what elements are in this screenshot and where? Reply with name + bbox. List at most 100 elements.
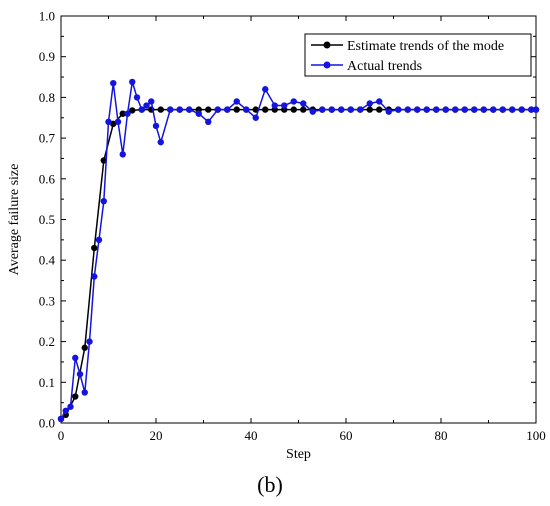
x-tick-label: 40 xyxy=(245,428,258,443)
data-point xyxy=(72,393,79,400)
data-point xyxy=(129,78,136,86)
data-point xyxy=(395,106,402,113)
legend-marker-actual xyxy=(323,61,331,69)
series-layer xyxy=(57,78,540,423)
data-point xyxy=(471,106,478,113)
data-point xyxy=(366,106,373,113)
data-point xyxy=(214,106,221,113)
data-point xyxy=(233,98,240,105)
data-point xyxy=(376,106,383,113)
data-point xyxy=(290,106,297,113)
x-axis-title: Step xyxy=(286,447,311,462)
data-point xyxy=(233,106,240,113)
data-point xyxy=(528,106,535,113)
data-point xyxy=(76,370,84,378)
data-point xyxy=(328,106,335,113)
data-point xyxy=(376,98,383,105)
data-point xyxy=(86,338,93,345)
data-point xyxy=(414,106,421,113)
data-point xyxy=(57,415,65,423)
y-tick-label: 0.7 xyxy=(39,131,56,146)
data-point xyxy=(480,106,487,113)
data-point xyxy=(271,102,278,109)
x-tick-label: 100 xyxy=(526,428,546,443)
series-estimate xyxy=(57,106,540,423)
data-point xyxy=(347,106,354,113)
data-point xyxy=(262,86,269,93)
data-point xyxy=(62,407,69,414)
data-point xyxy=(452,106,459,113)
y-tick-label: 1.0 xyxy=(39,9,55,24)
data-point xyxy=(205,118,212,126)
panel-label: (b) xyxy=(257,472,283,497)
data-point xyxy=(243,106,250,113)
data-point xyxy=(114,118,122,126)
x-tick-label: 0 xyxy=(58,428,65,443)
x-axis-ticks: 0 20 40 60 80 100 xyxy=(58,16,546,443)
data-point xyxy=(176,106,183,113)
data-point xyxy=(67,403,74,410)
x-tick-label: 20 xyxy=(150,428,163,443)
data-point xyxy=(91,273,98,280)
data-point xyxy=(81,344,88,351)
legend-marker-estimate xyxy=(323,41,331,49)
data-point xyxy=(95,236,103,244)
data-point xyxy=(309,108,316,115)
data-point xyxy=(124,110,131,117)
y-tick-label: 0.0 xyxy=(39,416,55,431)
data-point xyxy=(385,108,392,115)
data-point xyxy=(119,151,126,158)
data-point xyxy=(157,138,164,146)
data-point xyxy=(143,102,150,109)
data-point xyxy=(105,118,112,126)
data-point xyxy=(281,102,288,109)
data-point xyxy=(72,354,79,362)
data-point xyxy=(157,106,164,113)
y-axis-ticks: 0.0 0.1 0.2 0.3 0.4 0.5 0.6 0.7 0.8 0.9 1.0 xyxy=(39,9,536,431)
data-point xyxy=(224,106,231,113)
y-tick-label: 0.2 xyxy=(39,334,55,349)
data-point xyxy=(138,106,145,113)
legend-label-estimate: Estimate trends of the mode xyxy=(347,39,504,54)
data-point xyxy=(300,106,307,113)
data-point xyxy=(133,94,141,101)
data-point xyxy=(461,106,468,113)
series-line xyxy=(60,108,536,420)
x-tick-label: 80 xyxy=(435,428,448,443)
data-point xyxy=(91,244,98,252)
x-tick-label: 60 xyxy=(340,428,353,443)
data-point xyxy=(319,106,326,113)
y-axis-title: Average failure size xyxy=(7,164,22,276)
data-point xyxy=(290,98,297,105)
data-point xyxy=(404,106,411,113)
legend: Estimate trends of the mode Actual trend… xyxy=(304,33,532,77)
data-point xyxy=(100,197,107,205)
y-tick-label: 0.8 xyxy=(39,90,55,105)
data-point xyxy=(252,114,259,121)
data-point xyxy=(167,106,174,113)
data-point xyxy=(119,110,126,117)
legend-box xyxy=(304,33,532,77)
data-point xyxy=(262,106,269,113)
legend-label-actual: Actual trends xyxy=(347,59,422,74)
plot-border xyxy=(60,15,537,424)
data-point xyxy=(338,106,345,113)
data-point xyxy=(423,106,430,113)
data-point xyxy=(433,106,440,113)
data-point xyxy=(129,107,136,114)
data-point xyxy=(366,100,373,107)
data-point xyxy=(100,157,107,164)
y-tick-label: 0.9 xyxy=(39,49,55,64)
data-point xyxy=(490,106,497,113)
data-point xyxy=(499,106,506,113)
data-point xyxy=(357,106,364,113)
data-point xyxy=(442,106,449,113)
y-tick-label: 0.3 xyxy=(39,293,55,308)
y-tick-label: 0.6 xyxy=(39,171,56,186)
data-point xyxy=(300,100,307,107)
plot-frame xyxy=(60,15,537,424)
data-point xyxy=(205,106,212,113)
series-line xyxy=(60,81,536,420)
data-point xyxy=(186,106,193,113)
